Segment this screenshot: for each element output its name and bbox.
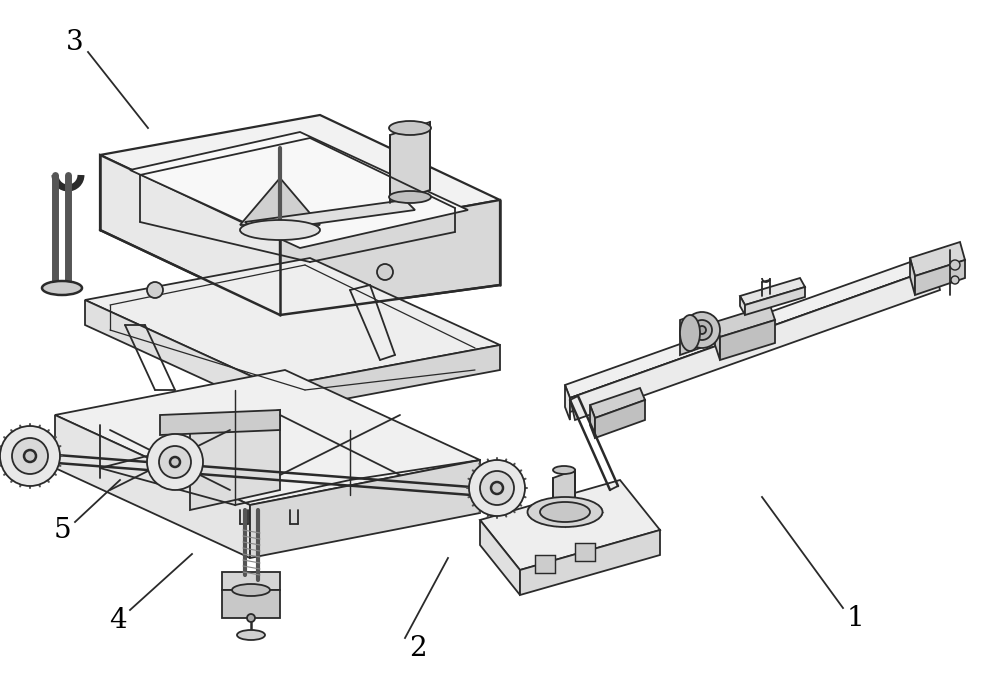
Polygon shape [85, 258, 500, 387]
Polygon shape [240, 178, 320, 225]
Polygon shape [55, 370, 480, 505]
Ellipse shape [528, 497, 602, 527]
Circle shape [469, 460, 525, 516]
Polygon shape [740, 278, 805, 305]
Text: 1: 1 [846, 605, 864, 632]
Circle shape [684, 312, 720, 348]
Polygon shape [570, 268, 940, 420]
Polygon shape [720, 320, 775, 360]
Polygon shape [480, 520, 520, 595]
Polygon shape [553, 470, 575, 520]
Circle shape [0, 426, 60, 486]
Polygon shape [910, 242, 965, 276]
Polygon shape [595, 400, 645, 438]
Circle shape [692, 320, 712, 340]
Polygon shape [915, 260, 965, 295]
Polygon shape [590, 388, 645, 418]
Polygon shape [535, 555, 555, 573]
Polygon shape [100, 115, 500, 240]
Polygon shape [575, 543, 595, 561]
Polygon shape [745, 287, 805, 315]
Polygon shape [222, 590, 280, 618]
Polygon shape [565, 385, 570, 420]
Polygon shape [715, 322, 720, 360]
Polygon shape [570, 268, 935, 412]
Ellipse shape [389, 191, 431, 203]
Ellipse shape [240, 220, 320, 240]
Polygon shape [910, 258, 915, 295]
Polygon shape [245, 200, 415, 232]
Polygon shape [222, 572, 280, 590]
Polygon shape [85, 300, 275, 412]
Circle shape [698, 326, 706, 334]
Polygon shape [680, 313, 700, 355]
Polygon shape [100, 155, 280, 315]
Circle shape [170, 457, 180, 467]
Polygon shape [590, 405, 595, 438]
Ellipse shape [42, 281, 82, 295]
Circle shape [951, 276, 959, 284]
Circle shape [377, 264, 393, 280]
Polygon shape [565, 255, 935, 398]
Polygon shape [280, 200, 500, 315]
Polygon shape [715, 305, 775, 337]
Polygon shape [55, 415, 250, 558]
Ellipse shape [553, 466, 575, 474]
Text: 3: 3 [66, 28, 84, 56]
Circle shape [480, 471, 514, 505]
Polygon shape [190, 410, 280, 510]
Ellipse shape [389, 121, 431, 135]
Circle shape [950, 260, 960, 270]
Text: 4: 4 [109, 607, 127, 634]
Polygon shape [390, 122, 430, 203]
Polygon shape [520, 530, 660, 595]
Ellipse shape [680, 315, 700, 351]
Polygon shape [740, 296, 745, 315]
Ellipse shape [540, 502, 590, 522]
Polygon shape [480, 480, 660, 570]
Circle shape [159, 446, 191, 478]
Circle shape [247, 614, 255, 622]
Circle shape [147, 434, 203, 490]
Ellipse shape [237, 630, 265, 640]
Polygon shape [160, 410, 280, 435]
Ellipse shape [232, 584, 270, 596]
Text: 5: 5 [53, 517, 71, 544]
Circle shape [147, 282, 163, 298]
Polygon shape [250, 460, 480, 558]
Circle shape [24, 450, 36, 462]
Circle shape [12, 438, 48, 474]
Polygon shape [275, 345, 500, 412]
Polygon shape [130, 132, 468, 248]
Text: 2: 2 [409, 634, 427, 661]
Circle shape [491, 482, 503, 494]
